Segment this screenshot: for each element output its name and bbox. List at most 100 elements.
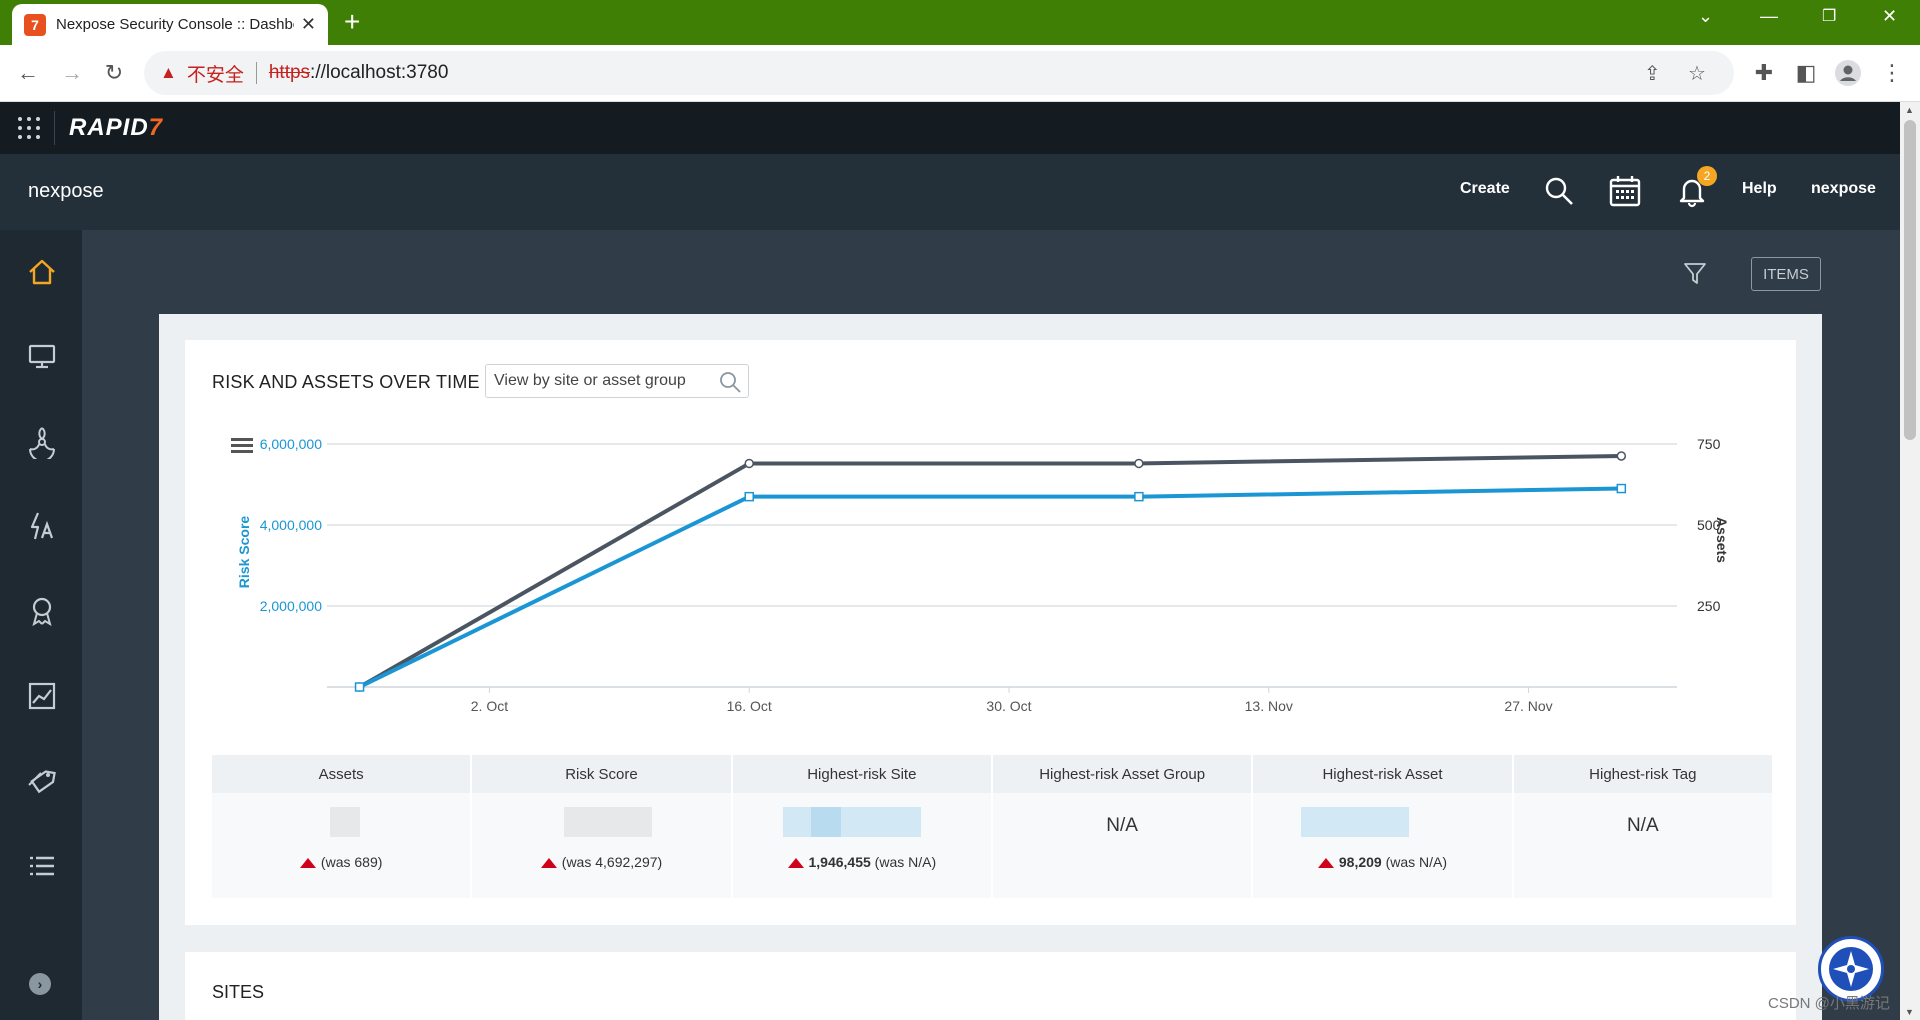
tab-search-icon[interactable]: ⌄ <box>1698 6 1714 26</box>
search-placeholder: View by site or asset group <box>494 372 686 389</box>
assets-point <box>1616 451 1627 461</box>
stat-previous-value: (was 4,692,297) <box>561 854 663 870</box>
search-icon[interactable] <box>1542 174 1576 208</box>
stat-label: Assets <box>212 755 471 793</box>
stat-column: Highest-risk Asset 98,209 (was N/A) <box>1253 755 1512 900</box>
risk-assets-chart: 2,000,000 4,000,000 6,000,000 250 500 750 Risk… <box>231 436 1730 714</box>
restore-icon[interactable]: ❐ <box>1822 8 1837 25</box>
risk-score-point <box>1616 483 1627 494</box>
rapid7-bar: RAPID7 <box>0 102 1900 154</box>
stat-current-value: 1,946,455 <box>808 854 871 870</box>
watermark: CSDN @小黑游记 <box>1768 995 1890 1012</box>
stat-value-cell: (was 4,692,297) <box>472 793 731 898</box>
chart-menu-icon-bar <box>231 450 253 453</box>
tasks-list-icon[interactable] <box>24 848 60 884</box>
card-title: RISK AND ASSETS OVER TIME <box>212 372 480 392</box>
app-switcher-icon[interactable] <box>18 117 40 139</box>
stat-value-cell: 98,209 (was N/A) <box>1253 793 1512 898</box>
y-right-tick-label: 250 <box>1697 598 1721 614</box>
risk-assets-card: RISK AND ASSETS OVER TIME View by site o… <box>185 340 1796 925</box>
profile-avatar-icon[interactable] <box>1832 57 1864 89</box>
certification-ribbon-icon[interactable] <box>24 593 60 629</box>
stat-column: Highest-risk Site 1,946,455 (was N/A) <box>732 755 991 900</box>
back-arrow-icon[interactable]: ← <box>17 60 39 85</box>
chart-menu-icon-bar <box>231 438 253 441</box>
help-menu[interactable]: Help <box>1742 180 1777 197</box>
stat-label: Highest-risk Tag <box>1513 755 1772 793</box>
bookmark-star-icon[interactable]: ☆ <box>1688 63 1706 85</box>
tags-icon[interactable] <box>24 763 60 799</box>
scroll-down-icon[interactable]: ▼ <box>1905 1007 1914 1017</box>
user-menu[interactable]: nexpose <box>1811 180 1876 197</box>
search-icon[interactable] <box>718 370 742 394</box>
assistant-compass-icon[interactable] <box>1818 936 1884 1002</box>
stat-column: Highest-risk Asset Group N/A <box>992 755 1252 900</box>
assets-line <box>358 453 1622 689</box>
redacted-value <box>1301 807 1338 837</box>
browser-menu-icon[interactable]: ⋮ <box>1881 60 1903 85</box>
trend-up-icon <box>540 858 557 868</box>
x-tick-label: 2. Oct <box>471 698 508 714</box>
browser-toolbar: ← → ↻ ▲ 不安全 https ://localhost:3780 ⇪ ☆ … <box>0 45 1920 102</box>
extensions-puzzle-icon[interactable]: ✚ <box>1754 60 1774 85</box>
stat-value-cell: N/A <box>992 793 1252 898</box>
browser-tab[interactable]: 7 Nexpose Security Console :: Dashboard … <box>12 4 328 45</box>
notification-bell-icon[interactable] <box>1675 174 1709 208</box>
assets-monitor-icon[interactable] <box>24 338 60 374</box>
address-bar[interactable]: ▲ 不安全 https ://localhost:3780 ⇪ ☆ <box>144 51 1734 95</box>
site-group-search-input[interactable]: View by site or asset group <box>485 364 749 398</box>
stat-column: Risk Score (was 4,692,297) <box>472 755 731 900</box>
stat-na-value: N/A <box>1626 815 1659 836</box>
new-tab-button[interactable]: + <box>344 6 361 37</box>
forward-arrow-icon[interactable]: → <box>61 60 83 85</box>
assets-point <box>1134 458 1144 469</box>
stat-previous-value: (was N/A) <box>1381 854 1448 870</box>
page-scrollbar[interactable]: ▲ ▼ <box>1900 102 1920 1020</box>
browser-tabstrip: 7 Nexpose Security Console :: Dashboard … <box>0 0 1920 45</box>
minimize-icon[interactable]: — <box>1760 6 1778 26</box>
close-tab-icon[interactable]: ✕ <box>300 14 316 34</box>
side-panel-icon[interactable]: ◧ <box>1795 60 1817 85</box>
reports-chart-icon[interactable] <box>24 678 60 714</box>
create-menu[interactable]: Create <box>1460 180 1510 197</box>
x-tick-label: 30. Oct <box>986 698 1031 714</box>
stat-change: 1,946,455 (was N/A) <box>733 854 991 870</box>
stat-change: (was 4,692,297) <box>472 854 730 870</box>
home-icon[interactable] <box>24 254 60 290</box>
scroll-up-icon[interactable]: ▲ <box>1905 105 1914 115</box>
insecure-label: 不安全 <box>186 64 244 86</box>
calendar-icon[interactable] <box>1608 174 1642 208</box>
assets-point <box>744 458 754 469</box>
redacted-value <box>330 807 360 837</box>
items-button[interactable]: ITEMS <box>1751 257 1821 291</box>
rapid7-favicon-icon: 7 <box>24 13 46 36</box>
scroll-thumb[interactable] <box>1904 120 1916 440</box>
y-left-tick-label: 2,000,000 <box>260 598 322 614</box>
nexpose-logo[interactable]: nexpose <box>28 180 104 202</box>
y-left-tick-label: 4,000,000 <box>260 517 322 533</box>
expand-nav-chevron-icon[interactable]: › <box>29 973 51 995</box>
redacted-value <box>810 807 841 837</box>
close-window-icon[interactable]: ✕ <box>1882 6 1898 26</box>
risk-score-point <box>744 491 754 502</box>
vulnerabilities-biohazard-icon[interactable] <box>24 423 60 459</box>
sites-title: SITES <box>212 982 265 1002</box>
stat-change: 98,209 (was N/A) <box>1253 854 1511 870</box>
nexpose-header: nexpose Create Help nexpose <box>0 154 1900 230</box>
url-scheme: https <box>268 62 311 83</box>
share-icon[interactable]: ⇪ <box>1644 63 1661 85</box>
reload-icon[interactable]: ↻ <box>104 60 124 85</box>
left-nav: › <box>0 230 82 1020</box>
y-left-axis-title: Risk Score <box>236 516 252 589</box>
summary-stats: Assets (was 689) Risk Score (was 4,692,297)… <box>212 755 1772 900</box>
risk-score-line <box>358 486 1622 689</box>
filter-icon[interactable] <box>1682 260 1708 286</box>
divider <box>54 111 55 145</box>
rapid7-logo[interactable]: RAPID7 <box>69 114 164 141</box>
trend-up-icon <box>787 858 804 868</box>
stat-previous-value: (was N/A) <box>870 854 937 870</box>
notification-badge: 2 <box>1697 166 1717 186</box>
policies-lightning-icon[interactable] <box>24 508 60 544</box>
redacted-value <box>840 807 891 837</box>
stat-label: Risk Score <box>472 755 731 793</box>
